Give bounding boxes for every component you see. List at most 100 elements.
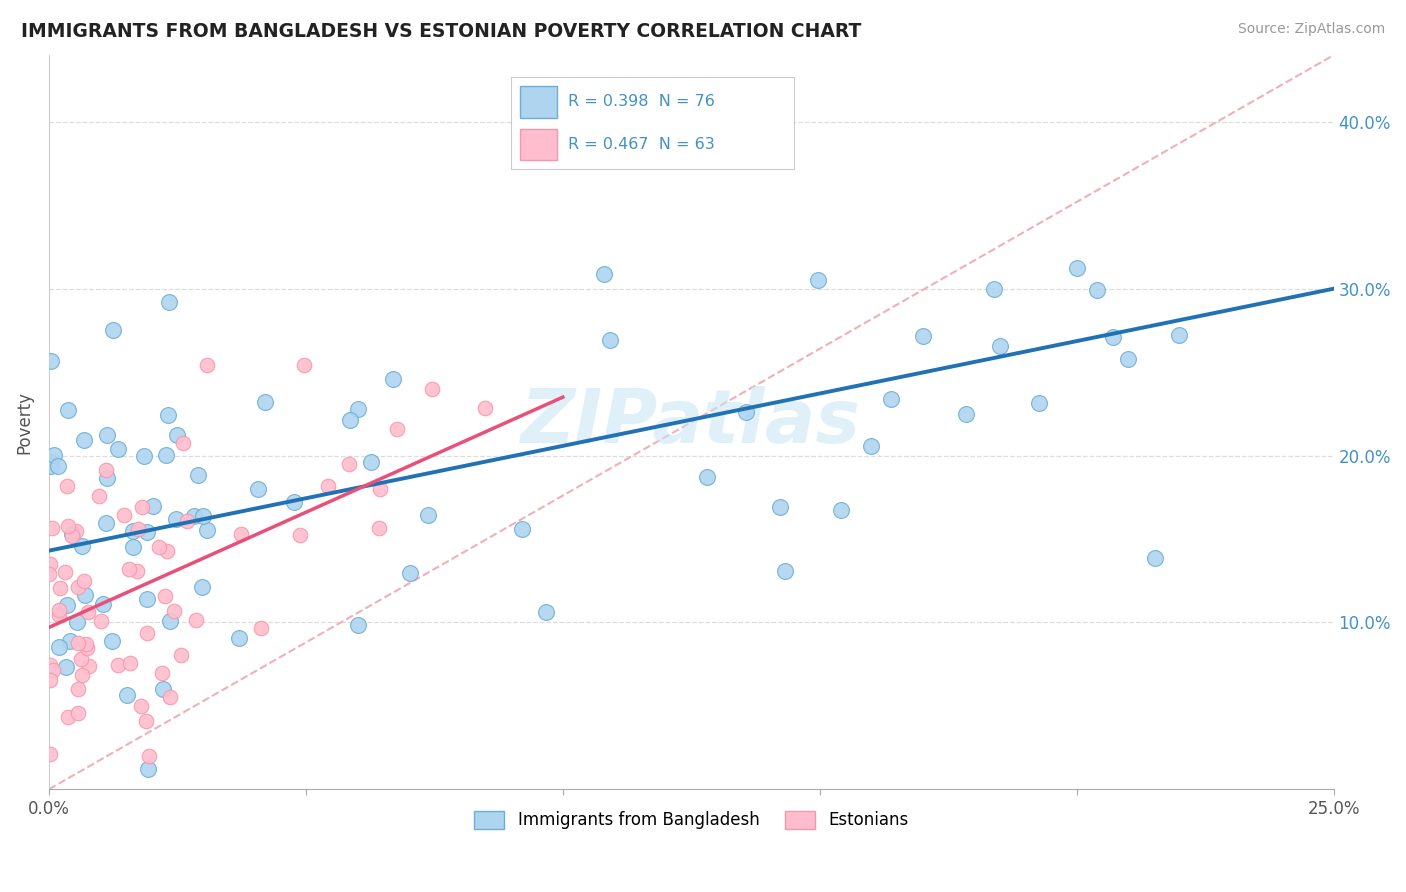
Text: IMMIGRANTS FROM BANGLADESH VS ESTONIAN POVERTY CORRELATION CHART: IMMIGRANTS FROM BANGLADESH VS ESTONIAN P… — [21, 22, 862, 41]
Point — [75, 637, 97, 651]
Point — [879, 392, 901, 406]
Point — [187, 468, 209, 483]
Point — [96, 428, 118, 442]
Point — [254, 395, 277, 409]
Point — [132, 450, 155, 464]
Point — [735, 405, 758, 419]
Point — [39, 658, 62, 673]
Point — [195, 358, 218, 372]
Point — [135, 626, 157, 640]
Point — [368, 482, 391, 496]
Point — [56, 518, 79, 533]
Point — [76, 640, 98, 655]
Point — [87, 488, 110, 502]
Point — [107, 657, 129, 672]
Point — [49, 581, 72, 595]
Point — [41, 520, 63, 534]
Point — [131, 500, 153, 514]
Point — [73, 574, 96, 588]
Point — [186, 613, 208, 627]
Point — [125, 564, 148, 578]
Point — [422, 382, 444, 396]
Point — [292, 359, 315, 373]
Point — [38, 567, 60, 582]
Point — [191, 580, 214, 594]
Point — [159, 294, 181, 309]
Point — [183, 508, 205, 523]
Point — [153, 590, 176, 604]
Point — [90, 614, 112, 628]
Point — [165, 512, 187, 526]
Point — [231, 526, 253, 541]
Point — [339, 413, 361, 427]
Point — [42, 663, 65, 677]
Point — [156, 544, 179, 558]
Point — [860, 439, 883, 453]
Point — [150, 666, 173, 681]
Point — [94, 516, 117, 531]
Point — [368, 521, 391, 535]
Point — [316, 478, 339, 492]
Point — [159, 614, 181, 628]
Point — [136, 762, 159, 776]
Point — [172, 436, 194, 450]
Point — [122, 540, 145, 554]
Point — [77, 606, 100, 620]
Point — [337, 457, 360, 471]
Point — [39, 354, 62, 368]
Point — [75, 588, 97, 602]
Legend: Immigrants from Bangladesh, Estonians: Immigrants from Bangladesh, Estonians — [468, 804, 915, 836]
Point — [398, 566, 420, 581]
Point — [39, 673, 62, 687]
Point — [100, 634, 122, 648]
Point — [142, 500, 165, 514]
Point — [166, 428, 188, 442]
Point — [418, 508, 440, 522]
Point — [955, 407, 977, 421]
Point — [70, 540, 93, 554]
Point — [55, 660, 77, 674]
Point — [135, 714, 157, 729]
Point — [228, 631, 250, 645]
Point — [136, 524, 159, 539]
Point — [696, 470, 718, 484]
Point — [176, 514, 198, 528]
Point — [48, 608, 70, 623]
Point — [94, 463, 117, 477]
Point — [191, 509, 214, 524]
Point — [512, 522, 534, 536]
Point — [1066, 261, 1088, 276]
Point — [127, 522, 149, 536]
Point — [152, 682, 174, 697]
Point — [38, 747, 60, 761]
Text: Source: ZipAtlas.com: Source: ZipAtlas.com — [1237, 22, 1385, 37]
Point — [155, 449, 177, 463]
Point — [159, 690, 181, 704]
Point — [129, 698, 152, 713]
Point — [66, 681, 89, 696]
Point — [65, 524, 87, 539]
Point — [101, 323, 124, 337]
Point — [988, 339, 1011, 353]
Point — [39, 558, 62, 572]
Point — [360, 455, 382, 469]
Point — [1102, 330, 1125, 344]
Point — [70, 667, 93, 681]
Point — [246, 482, 269, 496]
Point — [1116, 351, 1139, 366]
Point — [250, 621, 273, 635]
Point — [55, 478, 77, 492]
Point — [107, 442, 129, 456]
Point — [117, 561, 139, 575]
Point — [1028, 396, 1050, 410]
Point — [118, 656, 141, 670]
Point — [290, 528, 312, 542]
Point — [79, 658, 101, 673]
Point — [42, 448, 65, 462]
Point — [1085, 283, 1108, 297]
Point — [283, 495, 305, 509]
Point — [387, 422, 409, 436]
Point — [38, 455, 60, 469]
Point — [48, 640, 70, 655]
Point — [73, 433, 96, 447]
